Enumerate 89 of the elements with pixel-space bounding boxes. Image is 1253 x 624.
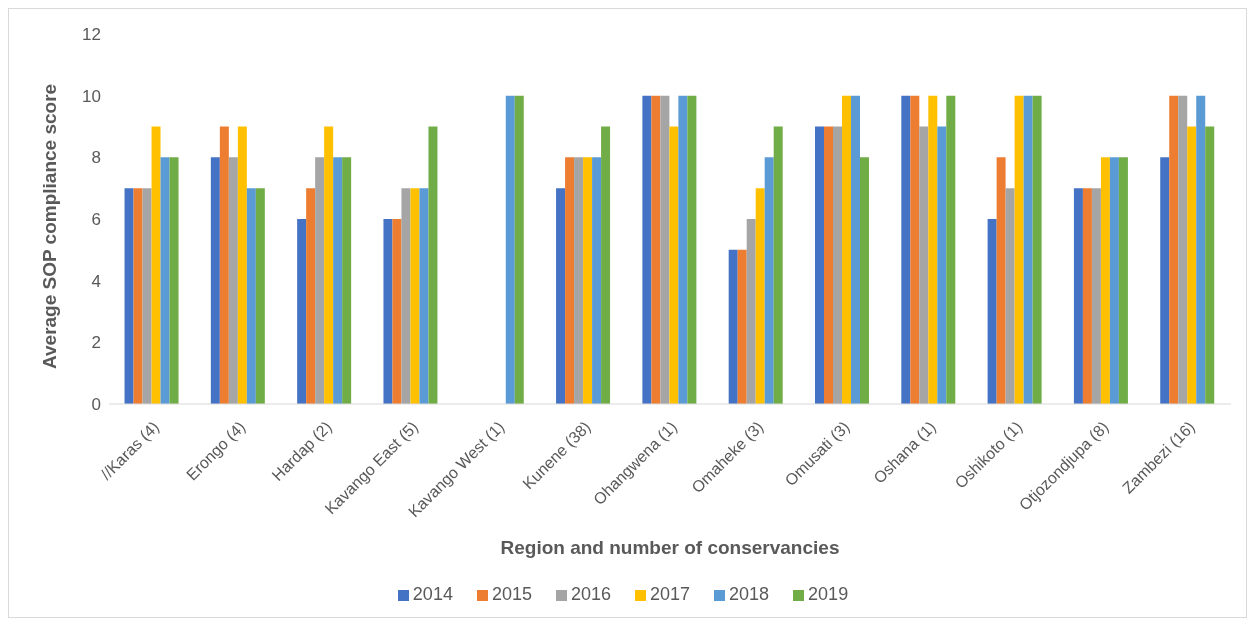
bar [410,188,420,404]
y-tick-label: 6 [91,210,101,230]
bar [919,126,929,404]
legend-label: 2014 [412,584,453,604]
bar [1023,95,1033,404]
bar [392,219,402,404]
bar [333,157,343,404]
bar [815,126,824,404]
bar [669,126,679,404]
legend-label: 2016 [570,584,611,604]
bar [755,188,765,404]
bar [583,157,593,404]
bar [1109,157,1119,404]
bar [987,219,997,404]
bar [1014,95,1024,404]
legend-label: 2018 [729,584,770,604]
bar [133,188,143,404]
legend-label: 2015 [491,584,532,604]
bar [687,95,697,404]
bar [642,95,652,404]
bar [342,157,352,404]
bar [315,157,325,404]
bar [246,188,256,404]
y-tick-label: 0 [91,395,101,415]
bar [142,188,152,404]
bar [824,126,833,404]
bar [1205,126,1215,404]
bar [1091,188,1101,404]
bar [565,157,575,404]
bar [928,95,938,404]
bar [764,157,774,404]
bar [419,188,429,404]
bar [169,157,179,404]
bar [1082,188,1092,404]
bar [1118,157,1128,404]
bar [219,126,229,404]
bar [306,188,316,404]
bar [737,249,747,404]
bar [746,219,756,404]
bar [505,95,515,404]
bar [937,126,947,404]
bar [228,157,238,404]
bar [1032,95,1042,404]
bar [996,157,1006,404]
bar [651,95,661,404]
bar [297,219,307,404]
bar [428,126,438,404]
y-tick-label: 2 [91,333,101,353]
bar [255,188,265,404]
bar [160,157,170,404]
bar [1169,95,1179,404]
bar [1160,157,1170,404]
bar [1005,188,1015,404]
y-axis-title: Average SOP compliance score [38,83,60,369]
legend-label: 2017 [650,584,691,604]
bar [383,219,393,404]
bar [910,95,920,404]
bar [1196,95,1206,404]
bar [678,95,688,404]
bar [1100,157,1110,404]
y-tick-label: 4 [91,271,101,291]
bar [1187,126,1197,404]
legend-label: 2019 [808,584,849,604]
bar [151,126,161,404]
bar [833,126,842,404]
bar [124,188,134,404]
bar [728,249,738,404]
x-axis-title: Region and number of conservancies [500,537,840,558]
bar [514,95,524,404]
bar [842,95,851,404]
bar [601,126,611,404]
bar [401,188,411,404]
bar [660,95,670,404]
bar [901,95,911,404]
bar [860,157,869,404]
bar [1178,95,1188,404]
bar [210,157,220,404]
bar [946,95,956,404]
bar [324,126,334,404]
y-tick-label: 8 [91,148,101,168]
y-tick-label: 10 [82,86,101,106]
bar [574,157,584,404]
y-tick-label: 12 [82,25,101,45]
bar [851,95,860,404]
bar [592,157,602,404]
bar [556,188,566,404]
bar [1073,188,1083,404]
bar [237,126,247,404]
bar [773,126,783,404]
